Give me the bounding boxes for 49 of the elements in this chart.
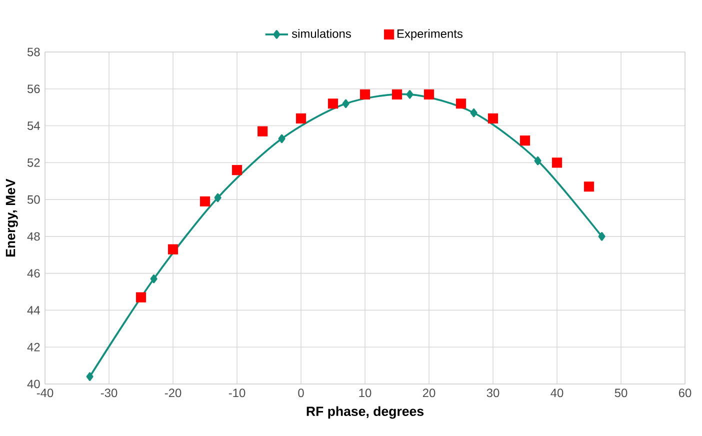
point: [258, 126, 268, 136]
y-tick-label: 56: [27, 84, 40, 94]
y-tick-label: 52: [27, 158, 40, 167]
x-tick-label: 50: [614, 388, 628, 398]
point: [584, 182, 594, 192]
x-tick-label: -40: [36, 388, 54, 398]
point: [598, 232, 606, 241]
point: [456, 98, 466, 109]
y-tick-label: 54: [27, 122, 40, 130]
point: [296, 113, 306, 124]
point: [150, 274, 158, 284]
y-tick-label: 58: [27, 48, 40, 56]
x-tick-label: 10: [359, 388, 372, 398]
point: [520, 135, 530, 146]
point: [328, 98, 338, 109]
point: [86, 372, 94, 381]
point: [342, 99, 350, 108]
point: [232, 164, 242, 176]
point: [278, 134, 286, 144]
x-axis-title: RF phase, degrees: [306, 406, 424, 419]
point: [424, 89, 434, 100]
x-tick-label: -30: [100, 388, 118, 398]
y-tick-label: 40: [27, 380, 40, 388]
point: [168, 244, 178, 254]
point: [200, 196, 210, 206]
y-axis-title: Energy, MeV: [6, 178, 18, 256]
y-tick-label: 50: [27, 195, 40, 204]
point: [136, 292, 146, 302]
x-tick-label: -20: [164, 388, 182, 398]
y-tick-label: 48: [27, 232, 40, 241]
legend-label: Experiments: [397, 29, 463, 40]
point: [406, 90, 414, 99]
x-tick-label: 30: [486, 388, 500, 398]
y-tick-label: 42: [27, 342, 40, 352]
x-tick-label: 60: [678, 388, 692, 398]
point: [214, 193, 222, 202]
legend-label: simulations: [292, 29, 351, 38]
point: [392, 89, 402, 100]
x-tick-label: -10: [228, 388, 246, 398]
point: [360, 89, 370, 100]
point: [470, 108, 478, 118]
point: [488, 113, 498, 124]
point: [534, 156, 542, 166]
y-tick-label: 46: [27, 269, 40, 278]
x-tick-label: 40: [550, 388, 564, 398]
x-tick-label: 0: [298, 388, 304, 398]
x-tick-label: 20: [422, 388, 436, 398]
point: [552, 158, 562, 168]
y-tick-label: 44: [27, 306, 40, 314]
